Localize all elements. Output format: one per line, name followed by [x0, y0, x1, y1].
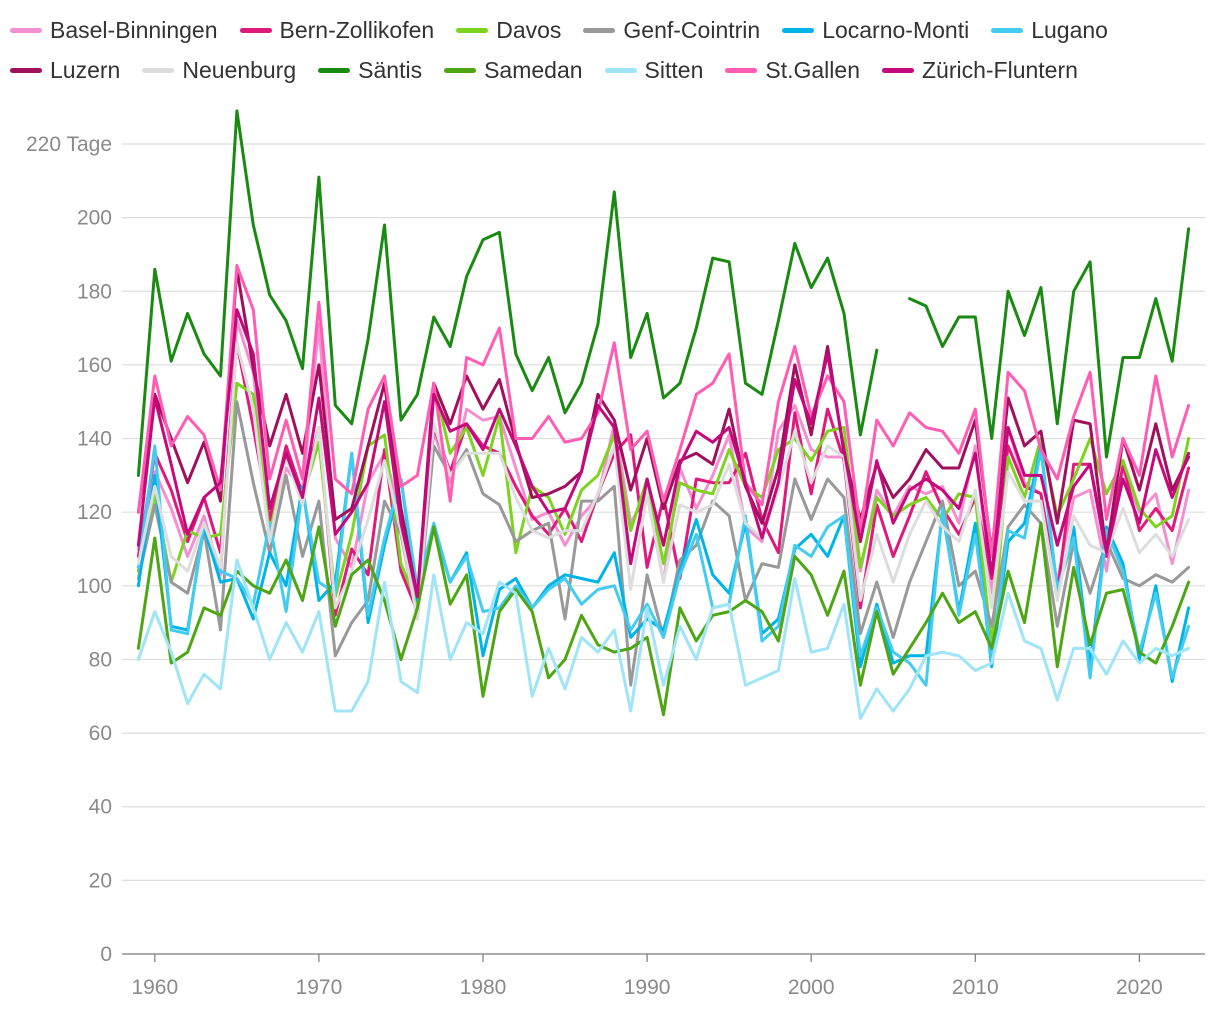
- y-tick-label: 180: [77, 280, 112, 303]
- y-tick-label: 220 Tage: [26, 133, 112, 156]
- legend-label: Säntis: [358, 56, 423, 83]
- legend-swatch: [782, 27, 815, 33]
- legend-item[interactable]: Locarno-Monti: [782, 17, 969, 44]
- legend-label: Davos: [496, 16, 562, 43]
- x-tick-label: 1980: [460, 976, 507, 999]
- legend-label: Locarno-Monti: [822, 16, 970, 43]
- legend-swatch: [991, 27, 1024, 33]
- x-axis: 1960 1970 1980 1990 2000 2010 2020: [122, 953, 1205, 999]
- x-tick-label: 1960: [131, 976, 178, 999]
- series-line-z-rich-fluntern: [136, 308, 1191, 599]
- series-line-luzern: [136, 267, 1191, 599]
- legend-label: Luzern: [50, 56, 121, 83]
- legend-label: St.Gallen: [765, 56, 860, 83]
- legend-item[interactable]: Davos: [456, 17, 561, 44]
- series-line-neuenburg: [136, 341, 1191, 621]
- legend-item[interactable]: Neuenburg: [142, 57, 296, 84]
- series-line-sitten: [136, 558, 1191, 720]
- series-line-locarno-monti: [136, 444, 1191, 683]
- y-grid: 0 20 40 60 80 100 120 140 160 180 200 220 Tage: [26, 133, 1205, 966]
- y-tick-label: 160: [77, 354, 112, 377]
- y-tick-label: 80: [89, 648, 112, 671]
- legend-label: Genf-Cointrin: [623, 16, 761, 43]
- legend-item[interactable]: Lugano: [991, 17, 1108, 44]
- legend-item[interactable]: Säntis: [318, 57, 422, 84]
- series-line-st-gallen: [136, 264, 1191, 558]
- legend-swatch: [10, 67, 42, 73]
- legend-item[interactable]: Sitten: [604, 56, 704, 84]
- legend-label: Basel-Binningen: [50, 16, 218, 43]
- legend-item[interactable]: Samedan: [444, 56, 583, 84]
- legend-item[interactable]: Luzern: [10, 57, 120, 84]
- x-tick-label: 2020: [1116, 976, 1163, 999]
- legend-item[interactable]: Zürich-Fluntern: [881, 56, 1078, 84]
- legend-swatch: [10, 27, 42, 33]
- legend-label: Neuenburg: [182, 56, 297, 83]
- series-line-davos: [136, 381, 1191, 647]
- series-line-s-ntis: [136, 109, 1191, 477]
- legend-row: Luzern Neuenburg Säntis Samedan Sitten St.Gal…: [10, 50, 1210, 90]
- y-tick-label: 100: [77, 575, 112, 598]
- series-line-samedan: [136, 521, 1191, 717]
- legend-label: Samedan: [484, 56, 583, 83]
- x-tick-label: 2000: [788, 976, 835, 999]
- legend-label: Bern-Zollikofen: [279, 16, 435, 43]
- legend-swatch: [444, 67, 477, 73]
- y-tick-label: 140: [77, 428, 112, 451]
- y-tick-label: 60: [89, 722, 112, 745]
- legend-item[interactable]: St.Gallen: [725, 57, 860, 84]
- legend-item[interactable]: Bern-Zollikofen: [239, 16, 435, 44]
- legend-swatch: [881, 67, 914, 73]
- legend-label: Sitten: [644, 56, 704, 83]
- legend-swatch: [456, 27, 489, 33]
- legend-swatch: [239, 27, 272, 33]
- legend-item[interactable]: Basel-Binningen: [10, 17, 218, 44]
- y-tick-label: 0: [100, 943, 112, 966]
- x-tick-label: 2010: [952, 976, 999, 999]
- x-tick-label: 1990: [624, 976, 671, 999]
- y-tick-label: 120: [77, 501, 112, 524]
- legend-label: Lugano: [1031, 16, 1108, 43]
- y-tick-label: 200: [77, 207, 112, 230]
- legend-label: Zürich-Fluntern: [921, 56, 1078, 83]
- legend-swatch: [142, 67, 175, 73]
- legend-swatch: [725, 67, 758, 73]
- legend: Basel-Binningen Bern-Zollikofen Davos Genf-…: [10, 10, 1210, 90]
- legend-swatch: [604, 67, 637, 73]
- x-tick-label: 1970: [296, 976, 343, 999]
- legend-row: Basel-Binningen Bern-Zollikofen Davos Genf-…: [10, 10, 1210, 50]
- y-tick-label: 20: [89, 869, 112, 892]
- legend-swatch: [318, 67, 351, 73]
- legend-item[interactable]: Genf-Cointrin: [583, 17, 760, 44]
- legend-swatch: [583, 27, 616, 33]
- series-group: [136, 109, 1191, 720]
- y-tick-label: 40: [89, 796, 112, 819]
